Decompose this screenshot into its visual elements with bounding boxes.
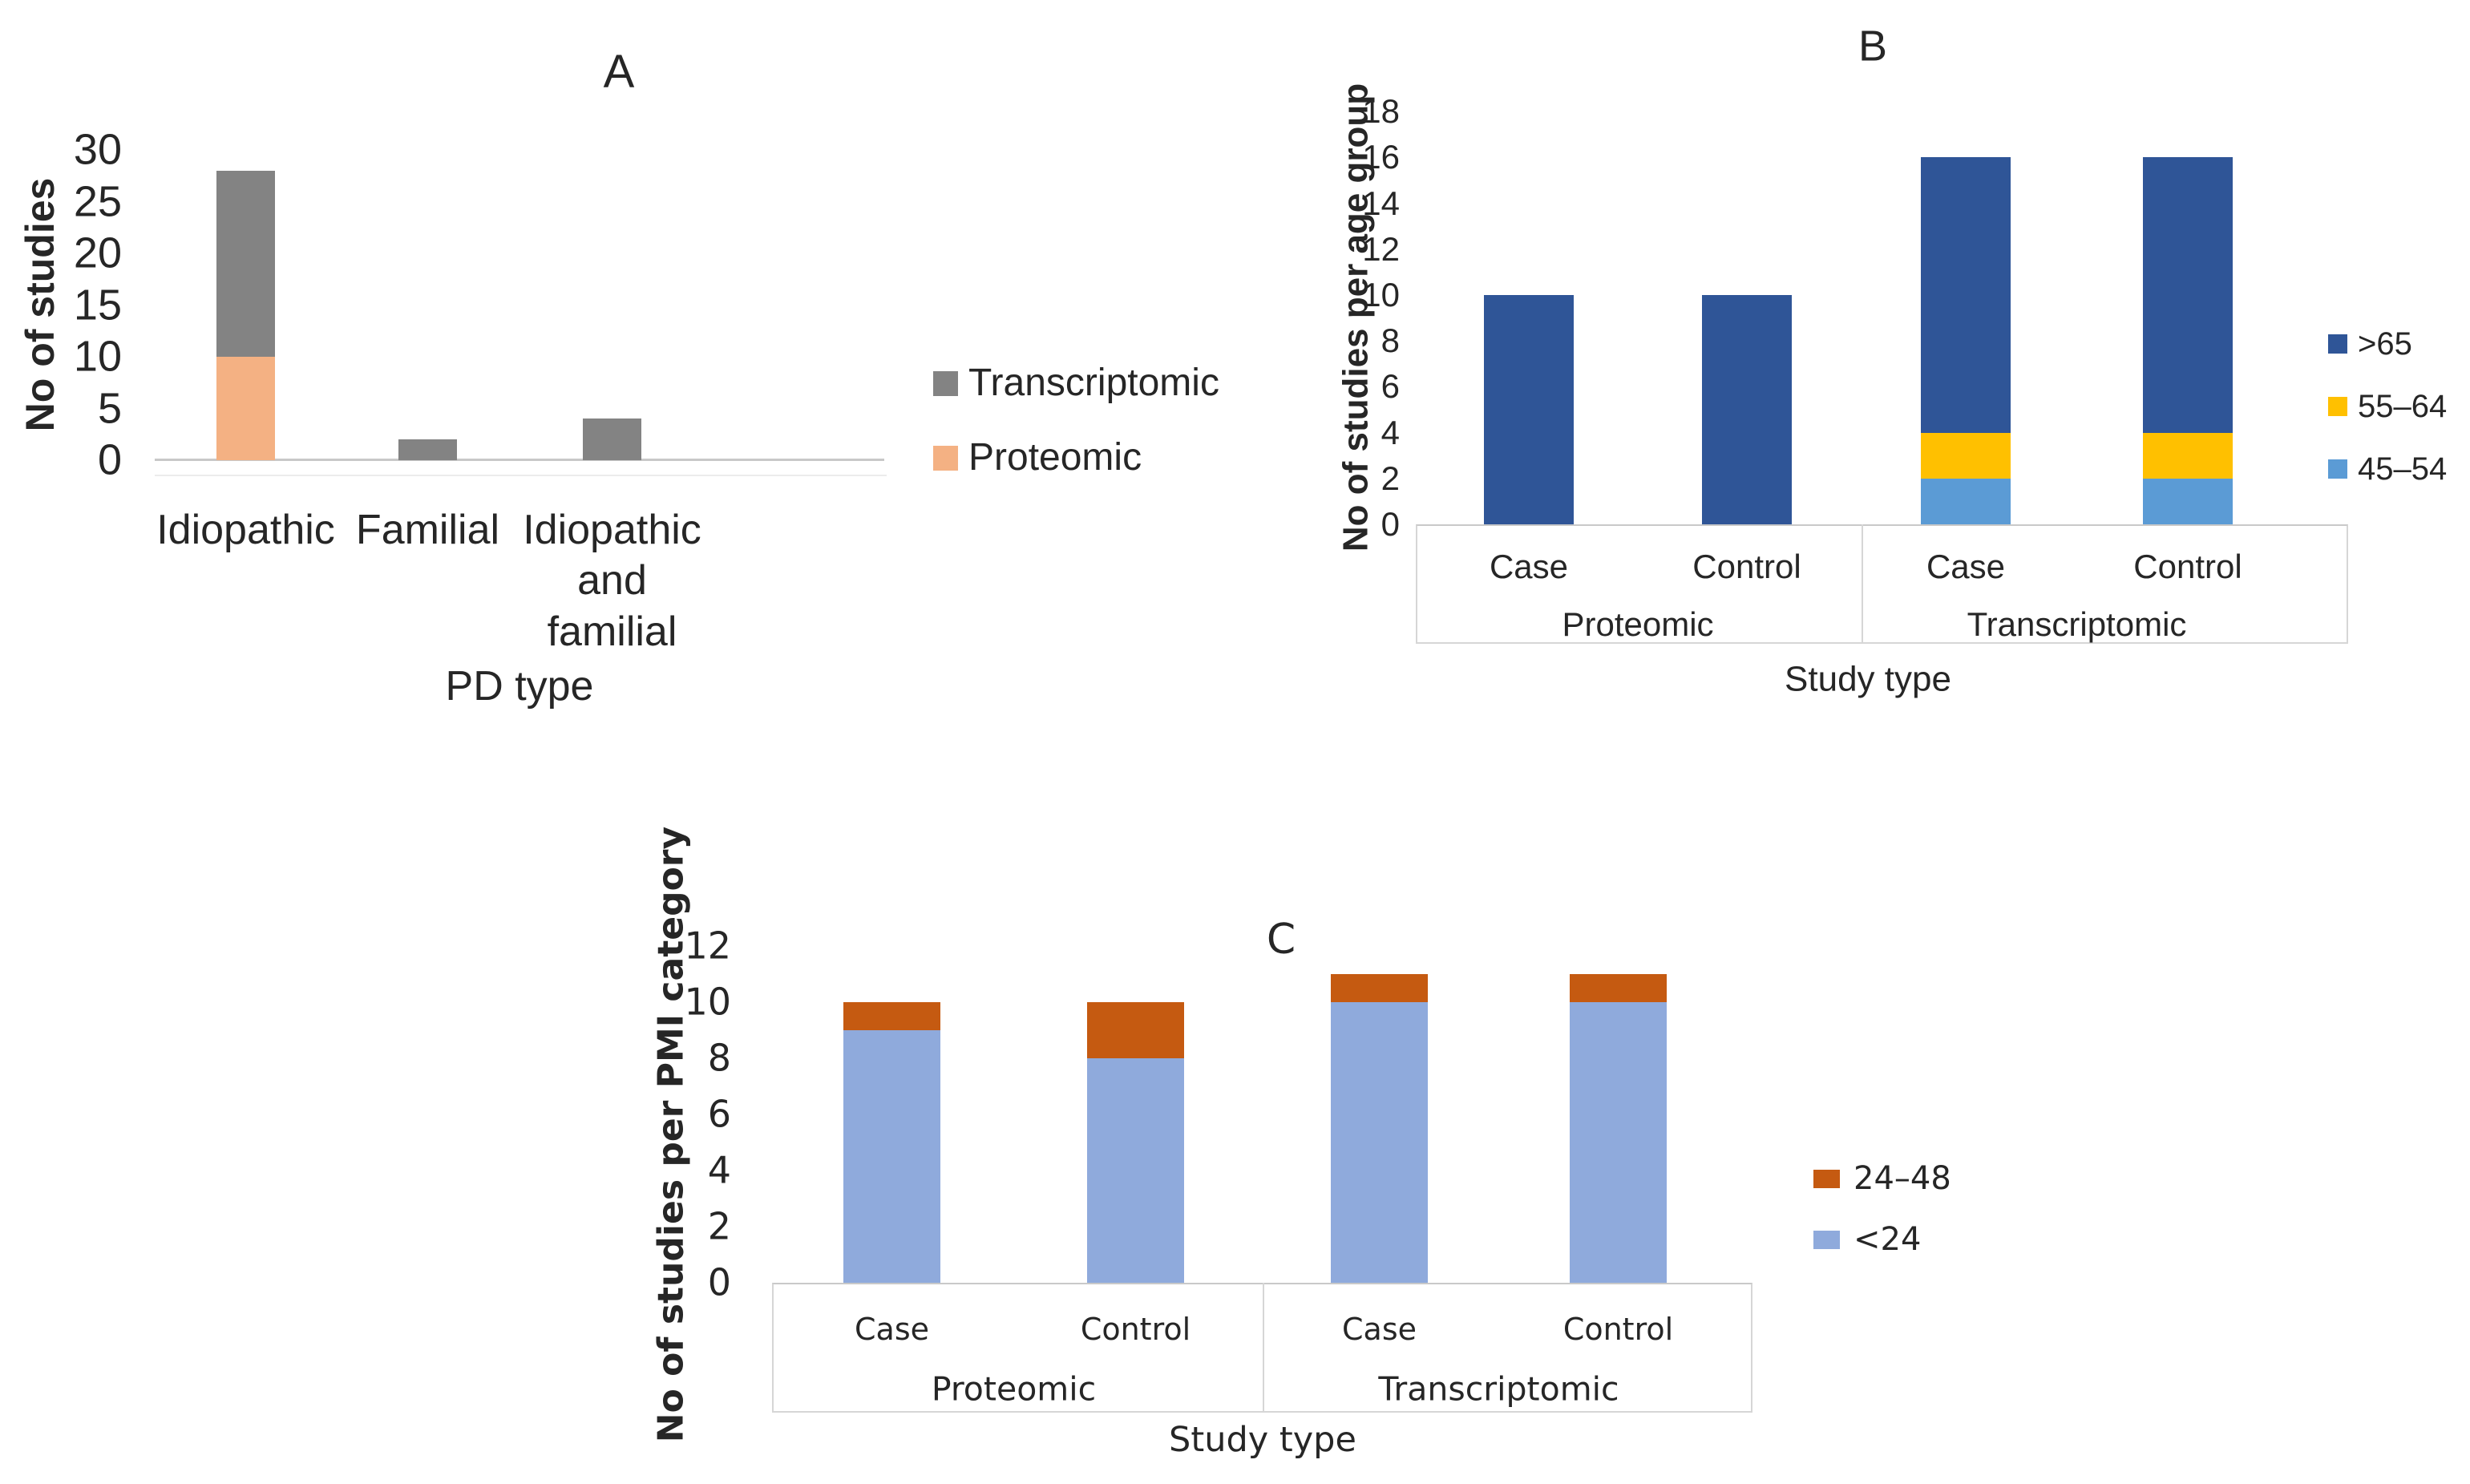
bar-c-proteomic-case-24 [843, 1030, 940, 1283]
chart-c-y-tick-12: 12 [684, 924, 731, 968]
chart-c-y-tick-8: 8 [707, 1036, 731, 1080]
bar-c-proteomic-control-24 [1087, 1058, 1184, 1283]
chart-b-group-label-transcriptomic: Transcriptomic [1967, 605, 2187, 643]
legend-swatch-b-65 [2328, 334, 2347, 354]
chart-a-y-tick-30: 30 [73, 125, 122, 174]
chart-c-y-tick-2: 2 [707, 1204, 731, 1248]
chart-a-y-tick-5: 5 [97, 384, 122, 433]
legend-swatch-a-proteomic [933, 445, 958, 471]
legend-swatch-a-transcriptomic [933, 370, 958, 396]
chart-a-y-tick-15: 15 [73, 281, 122, 330]
bar-b-transcriptomic-case-55-64 [1921, 432, 2011, 479]
legend-swatch-c-24 [1813, 1230, 1840, 1249]
chart-c-category-label-case-2: Case [1342, 1312, 1417, 1348]
legend-label-b-55-64: 55–64 [2358, 389, 2448, 424]
chart-b-y-tick-18: 18 [1362, 91, 1400, 130]
chart-c-y-tick-10: 10 [684, 980, 731, 1024]
bar-a-familial-transcriptomic [398, 439, 457, 460]
chart-a-axis-line [155, 459, 884, 461]
chart-c-group-label-transcriptomic: Transcriptomic [1378, 1369, 1619, 1409]
chart-b-x-axis-title: Study type [1785, 659, 1951, 699]
legend-swatch-b-55-64 [2328, 397, 2347, 416]
chart-c-category-label-control-1: Control [1080, 1312, 1191, 1348]
chart-a-y-tick-0: 0 [97, 435, 122, 484]
chart-b-y-tick-10: 10 [1362, 275, 1400, 313]
chart-a-y-tick-20: 20 [73, 228, 122, 277]
chart-b-category-label-case-0: Case [1489, 547, 1569, 585]
legend-label-a-proteomic: Proteomic [968, 436, 1142, 479]
chart-b-y-tick-4: 4 [1381, 413, 1400, 451]
legend-label-c-24: <24 [1854, 1221, 1922, 1258]
legend-label-c-24-48: 24–48 [1854, 1160, 1951, 1197]
bar-b-proteomic-control-65 [1702, 295, 1792, 524]
chart-c-category-label-control-3: Control [1562, 1312, 1674, 1348]
chart-b-category-table-divider [1862, 524, 1863, 644]
chart-b-y-tick-16: 16 [1362, 138, 1400, 176]
bar-b-transcriptomic-case-65 [1921, 157, 2011, 433]
chart-c-category-table [772, 1283, 1752, 1413]
bar-b-transcriptomic-control-65 [2143, 157, 2233, 433]
chart-b-y-tick-2: 2 [1381, 459, 1400, 497]
chart-c-group-label-proteomic: Proteomic [931, 1369, 1097, 1409]
bar-b-transcriptomic-control-55-64 [2143, 432, 2233, 479]
chart-b-y-tick-14: 14 [1362, 184, 1400, 222]
chart-a-category-label-idiopathic-and-familial-2: Idiopathic and familial [523, 507, 701, 655]
bar-c-proteomic-case-24-48 [843, 1002, 940, 1030]
legend-label-b-45-54: 45–54 [2358, 451, 2448, 487]
chart-c-y-tick-4: 4 [707, 1148, 731, 1192]
bar-b-proteomic-case-65 [1484, 295, 1574, 524]
chart-a-y-tick-10: 10 [73, 332, 122, 381]
bar-b-transcriptomic-control-45-54 [2143, 478, 2233, 524]
chart-b-y-tick-0: 0 [1381, 504, 1400, 543]
chart-c-title: C [1266, 915, 1296, 964]
chart-a-x-axis-title: PD type [445, 662, 594, 710]
legend-swatch-b-45-54 [2328, 459, 2347, 479]
chart-c-category-label-case-0: Case [855, 1312, 929, 1348]
chart-a-category-label-idiopathic-0: Idiopathic [156, 507, 335, 553]
chart-b-group-label-proteomic: Proteomic [1562, 605, 1714, 643]
legend-label-a-transcriptomic: Transcriptomic [968, 362, 1219, 405]
bar-a-idiopathic-transcriptomic [216, 170, 275, 357]
legend-swatch-c-24-48 [1813, 1169, 1840, 1188]
bar-c-transcriptomic-control-24 [1570, 1002, 1667, 1283]
chart-c-y-tick-6: 6 [707, 1092, 731, 1136]
chart-c-category-table-divider [1263, 1283, 1264, 1413]
bar-a-idiopathic-proteomic [216, 357, 275, 460]
chart-c-y-tick-0: 0 [707, 1260, 731, 1304]
chart-b-category-label-control-1: Control [1692, 547, 1801, 585]
bar-c-proteomic-control-24-48 [1087, 1002, 1184, 1058]
bar-a-idiopathic-and-familial-transcriptomic [583, 419, 641, 460]
chart-c-x-axis-title: Study type [1169, 1420, 1356, 1461]
bar-c-transcriptomic-case-24-48 [1331, 974, 1428, 1002]
chart-b-y-tick-6: 6 [1381, 367, 1400, 406]
chart-a-title: A [603, 46, 635, 99]
chart-a-category-label-familial-1: Familial [355, 507, 500, 553]
chart-b-y-tick-8: 8 [1381, 321, 1400, 359]
chart-b-y-tick-12: 12 [1362, 229, 1400, 268]
chart-b-category-label-case-2: Case [1926, 547, 2006, 585]
bar-c-transcriptomic-case-24 [1331, 1002, 1428, 1283]
legend-label-b-65: >65 [2358, 326, 2412, 362]
chart-a-y-tick-25: 25 [73, 177, 122, 226]
bar-c-transcriptomic-control-24-48 [1570, 974, 1667, 1002]
chart-b-title: B [1858, 22, 1888, 71]
chart-b-category-table [1416, 524, 2348, 644]
bar-b-transcriptomic-case-45-54 [1921, 478, 2011, 524]
chart-b-category-label-control-3: Control [2133, 547, 2242, 585]
chart-a-axis-line-shadow [155, 475, 887, 476]
